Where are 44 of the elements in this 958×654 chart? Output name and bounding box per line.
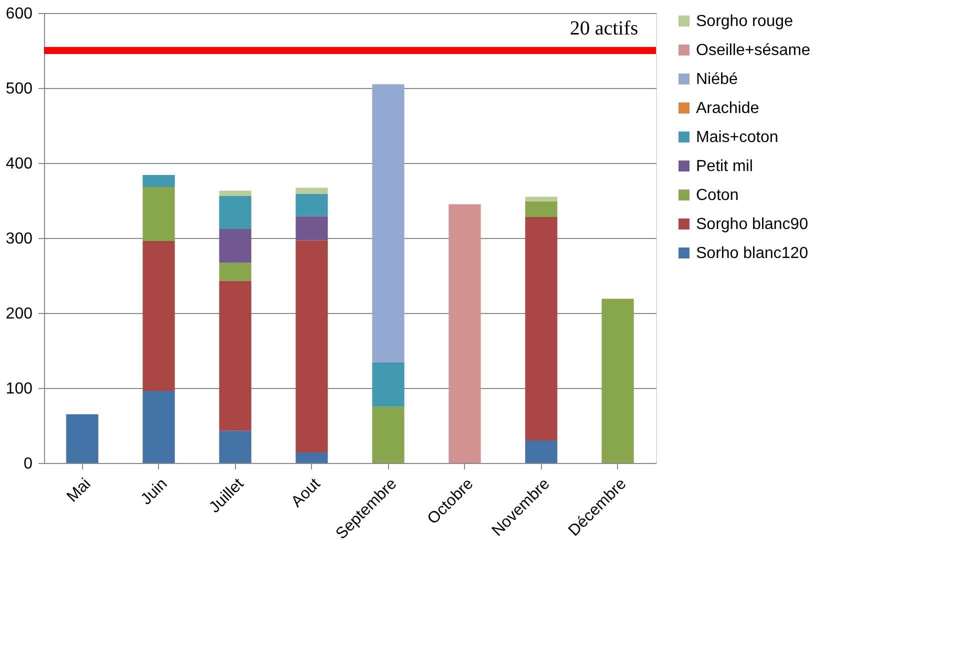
- y-tick-label: 600: [6, 6, 33, 22]
- bar: [372, 406, 404, 463]
- y-tick-label: 100: [6, 380, 33, 398]
- y-tick-label: 300: [6, 230, 33, 248]
- bar: [296, 452, 328, 463]
- legend-label: Petit mil: [696, 158, 753, 175]
- bar: [219, 190, 252, 196]
- bar: [296, 240, 328, 452]
- x-tick-label: Juin: [138, 476, 171, 508]
- bar: [219, 430, 252, 463]
- bar: [525, 201, 558, 217]
- legend-label: Sorgho blanc90: [696, 216, 808, 233]
- bar: [142, 391, 175, 463]
- bar: [372, 362, 404, 407]
- bar: [219, 262, 252, 281]
- bar: [142, 241, 175, 391]
- bar: [219, 196, 252, 229]
- bar: [66, 414, 98, 463]
- bar: [296, 194, 328, 216]
- bar: [525, 217, 558, 440]
- bar: [219, 280, 252, 431]
- bar: [219, 229, 252, 263]
- legend-label: Oseille+sésame: [696, 42, 810, 59]
- bar: [142, 175, 175, 187]
- legend-label: Mais+coton: [696, 129, 778, 146]
- bar: [296, 216, 328, 240]
- bar: [525, 440, 558, 463]
- bar: [448, 204, 481, 463]
- y-tick-label: 400: [6, 156, 33, 172]
- y-tick-label: 0: [24, 456, 33, 472]
- ref-line-label: 20 actifs: [570, 18, 638, 40]
- bar: [602, 298, 634, 463]
- bar: [525, 196, 558, 202]
- legend-label: Sorgho rouge: [696, 13, 794, 30]
- y-tick-label: 500: [6, 80, 33, 98]
- bar: [296, 188, 328, 194]
- legend-label: Sorho blanc120: [696, 245, 808, 262]
- x-tick-label: Mai: [64, 476, 94, 506]
- legend-label: Coton: [696, 187, 739, 204]
- y-tick-label: 200: [6, 306, 33, 322]
- legend-label: Niébé: [696, 71, 738, 88]
- bar: [372, 84, 404, 362]
- bar: [142, 187, 175, 241]
- legend-label: Arachide: [696, 100, 760, 117]
